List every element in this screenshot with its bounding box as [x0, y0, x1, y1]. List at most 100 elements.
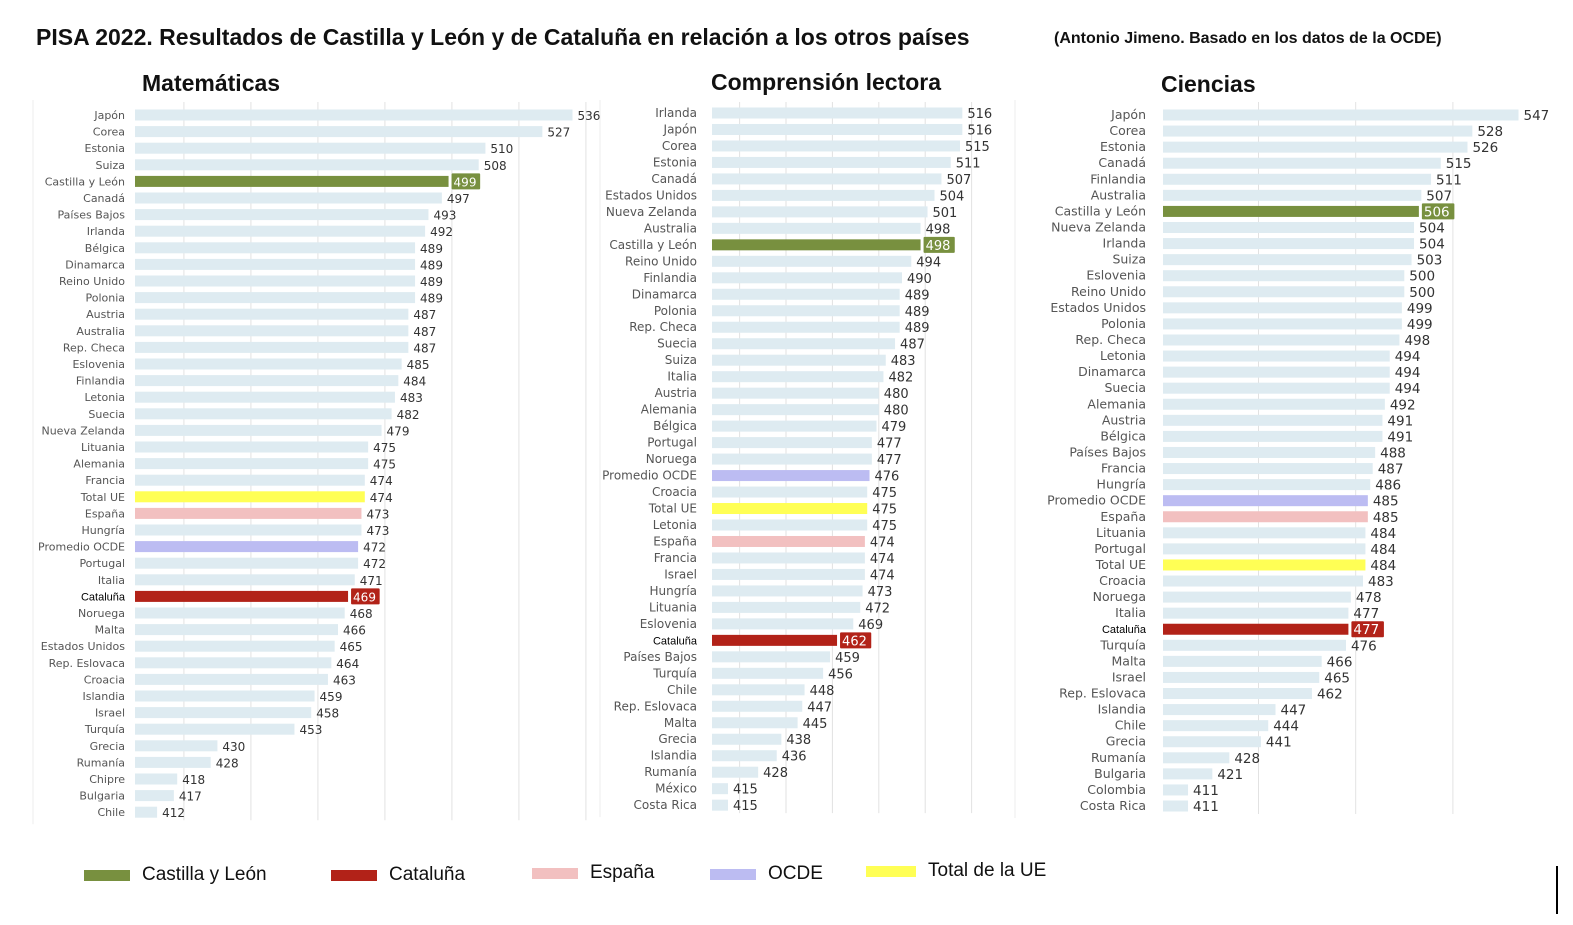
category-label: Canadá	[651, 172, 697, 186]
bar-country	[1163, 382, 1390, 394]
bar-cyl	[1163, 205, 1419, 217]
value-label: 468	[350, 607, 373, 621]
bar-country	[135, 707, 312, 719]
value-label: 488	[1380, 445, 1406, 461]
bar-country	[135, 375, 399, 387]
value-label: 508	[484, 159, 507, 173]
category-label: Reino Unido	[1071, 284, 1146, 299]
chart-title: PISA 2022. Resultados de Castilla y León…	[36, 24, 970, 50]
bar-country	[135, 292, 416, 304]
value-label: 485	[1373, 494, 1399, 510]
category-label: Malta	[664, 716, 697, 730]
category-label: España	[1100, 509, 1146, 524]
value-label-box	[1351, 621, 1384, 638]
category-label: Israel	[664, 567, 697, 581]
value-label: 499	[454, 175, 477, 189]
value-label: 473	[366, 507, 389, 521]
category-label: Castilla y León	[45, 175, 125, 188]
category-label: Australia	[76, 325, 125, 338]
bar-country	[712, 354, 886, 366]
value-label: 445	[803, 717, 828, 732]
category-label: Chile	[97, 806, 125, 819]
value-label: 418	[182, 773, 205, 787]
legend-item-ocde: OCDE	[710, 863, 823, 885]
value-label: 480	[884, 404, 909, 419]
value-label-box	[451, 173, 481, 190]
value-label: 489	[420, 258, 443, 272]
value-label: 487	[900, 338, 925, 353]
value-label: 497	[447, 192, 470, 206]
category-label: Rep. Checa	[1075, 332, 1146, 347]
category-label: Eslovenia	[72, 358, 125, 371]
bar-ue	[135, 491, 365, 503]
category-label: Nueva Zelanda	[606, 205, 697, 219]
bar-country	[1163, 302, 1402, 314]
bar-country	[712, 684, 805, 696]
value-label: 472	[363, 557, 386, 571]
value-label: 516	[967, 107, 992, 122]
bar-country	[1163, 398, 1385, 410]
value-label: 507	[1426, 188, 1452, 204]
value-label: 493	[433, 209, 456, 223]
bar-country	[712, 733, 782, 745]
bar-country	[1163, 688, 1312, 700]
bar-country	[712, 371, 884, 383]
category-label: Italia	[98, 574, 125, 587]
value-label: 477	[1353, 622, 1379, 638]
category-label: Eslovenia	[640, 617, 697, 631]
value-label: 506	[1424, 204, 1450, 220]
category-label: Suecia	[1104, 380, 1146, 395]
category-label: Rumanía	[77, 756, 125, 769]
value-label: 504	[1419, 220, 1445, 236]
legend-swatch	[84, 869, 130, 881]
value-label: 547	[1524, 108, 1550, 124]
category-label: España	[653, 534, 697, 548]
value-label: 494	[1395, 381, 1421, 397]
value-label: 511	[1436, 172, 1462, 188]
bar-country	[135, 275, 416, 287]
value-label: 469	[353, 590, 376, 604]
category-label: Nueva Zelanda	[1051, 219, 1146, 234]
category-label: Malta	[1112, 653, 1146, 668]
value-label: 492	[430, 225, 453, 239]
value-label: 500	[1409, 285, 1435, 301]
bar-country	[712, 173, 942, 185]
value-label: 491	[1387, 413, 1413, 429]
chart-subtitle: (Antonio Jimeno. Basado en los datos de …	[1054, 30, 1442, 47]
value-label: 489	[420, 242, 443, 256]
value-label: 526	[1472, 140, 1498, 156]
category-label: Bulgaria	[79, 790, 125, 803]
value-label-box	[923, 236, 955, 253]
bar-country	[712, 750, 777, 762]
value-label: 504	[939, 189, 964, 204]
value-label: 494	[1395, 349, 1421, 365]
value-label: 474	[870, 535, 895, 550]
legend-swatch	[710, 868, 756, 880]
category-label: Chile	[1115, 718, 1147, 733]
bar-country	[712, 140, 961, 152]
value-label: 486	[1375, 478, 1401, 494]
category-label: Estados Unidos	[605, 188, 697, 202]
value-label: 516	[967, 123, 992, 138]
category-label: Países Bajos	[58, 209, 126, 222]
bar-country	[712, 255, 912, 267]
value-label: 489	[905, 288, 930, 303]
category-label: Rep. Eslovaca	[49, 657, 125, 670]
bar-country	[712, 387, 879, 399]
value-label: 473	[366, 524, 389, 538]
value-label: 485	[407, 358, 430, 372]
bar-cyl	[712, 239, 921, 251]
category-label: Alemania	[73, 458, 125, 471]
category-label: Lituania	[81, 441, 125, 454]
value-label: 417	[179, 790, 202, 804]
value-label: 477	[877, 453, 902, 468]
bar-country	[135, 391, 395, 403]
value-label: 456	[828, 667, 853, 682]
value-label: 489	[905, 305, 930, 320]
bar-country	[712, 486, 868, 498]
value-label: 487	[413, 341, 436, 355]
value-label: 475	[373, 458, 396, 472]
bar-country	[712, 585, 863, 597]
bar-cat	[712, 634, 838, 646]
value-label: 459	[320, 690, 343, 704]
